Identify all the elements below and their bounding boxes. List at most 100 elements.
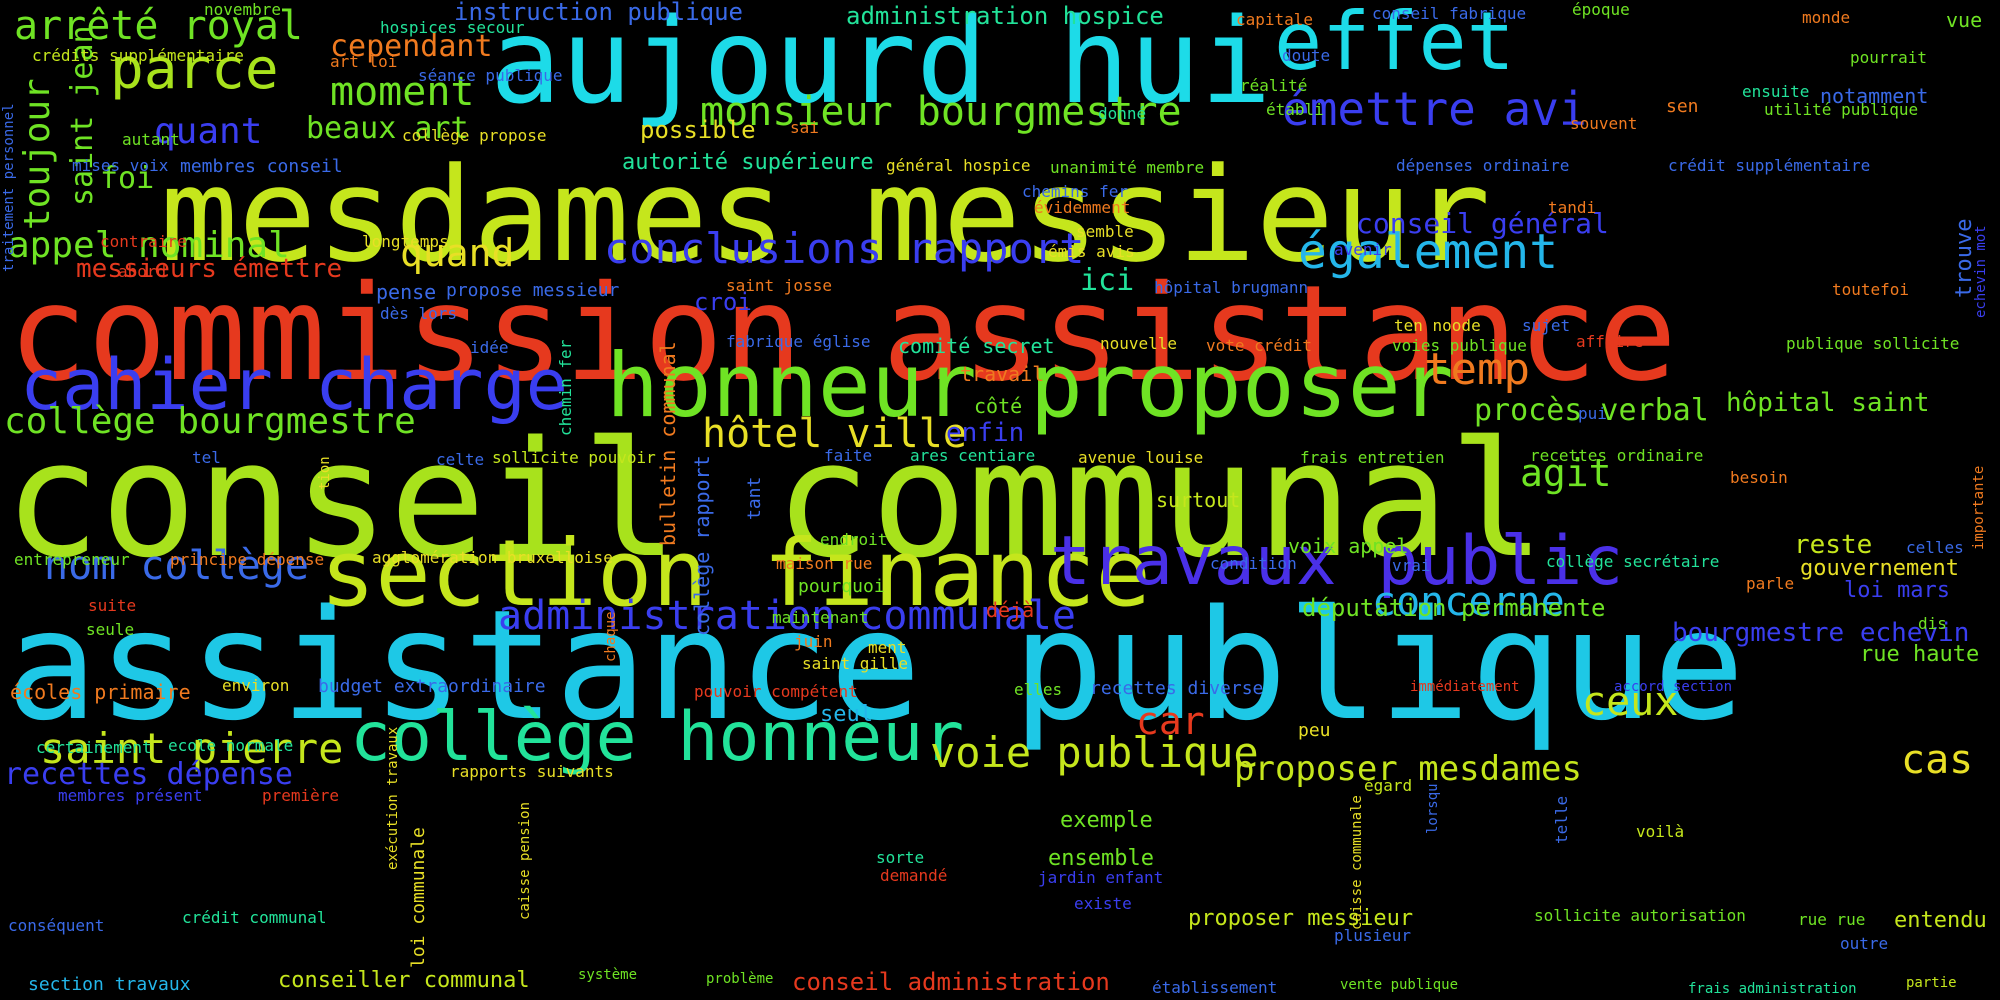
word-certainement: certainement	[36, 738, 152, 757]
word-vente-publique: vente publique	[1340, 977, 1459, 993]
word-ici: ici	[1080, 263, 1135, 298]
word-environ: environ	[222, 676, 290, 695]
word-college-secretaire: collège secrétaire	[1546, 552, 1720, 571]
word-hopital-saint: hôpital saint	[1726, 388, 1930, 418]
word-outre: outre	[1840, 934, 1889, 953]
word-autorite-superieure: autorité supérieure	[622, 150, 874, 175]
word-credit-communal: crédit communal	[182, 908, 327, 927]
word-maison-rue: maison rue	[776, 554, 873, 573]
word-vrai: vrai	[1392, 556, 1431, 575]
word-sollicite-pouvoir: sollicite pouvoir	[492, 448, 656, 467]
word-demande: demandé	[880, 866, 948, 885]
word-etabli: établi	[1266, 100, 1324, 119]
word-voie-publique: voie publique	[930, 728, 1259, 777]
word-plusieur: plusieur	[1334, 926, 1412, 945]
word-premiere: première	[262, 786, 340, 805]
word-bourgmestre-echevin: bourgmestre echevin	[1672, 618, 1970, 648]
word-ensemble: ensemble	[1048, 846, 1154, 871]
word-exemple: exemple	[1060, 808, 1153, 833]
word-partie: partie	[1906, 975, 1957, 991]
word-credits-supplementaire: crédits supplémentaire	[32, 46, 244, 65]
word-contraire: contraire	[100, 232, 187, 251]
word-cote: côté	[974, 394, 1023, 418]
word-endroit: endroit	[820, 530, 888, 549]
word-pourquoi: pourquoi	[798, 576, 885, 597]
word-appel-nominal: appel nominal	[8, 225, 290, 266]
word-egard: égard	[1364, 776, 1413, 795]
word-telle: telle	[1552, 795, 1571, 844]
word-tion: tion	[317, 456, 333, 490]
word-elles: elles	[1014, 680, 1063, 699]
word-celles: celles	[1906, 538, 1964, 557]
word-ment: ment	[868, 638, 907, 657]
word-voix-appel: voix appel	[1288, 534, 1409, 558]
word-entrepreneur: entrepreneur	[14, 550, 130, 569]
word-toujour-vertical: toujour	[17, 78, 58, 230]
word-honneur-proposer: honneur proposer	[606, 334, 1454, 437]
word-chaque: chaque	[603, 611, 619, 662]
word-affaire: affaire	[1576, 332, 1644, 351]
word-recettes-depense-display: recettes dépense	[4, 757, 293, 792]
word-concerne: concerne	[1372, 579, 1565, 625]
word-immediatement: immédiatement	[1410, 679, 1520, 695]
word-college-bourgmestre: collège bourgmestre	[4, 401, 416, 442]
word-travaux-public: travaux public	[1050, 522, 1624, 601]
word-des-lors: dès lors	[380, 304, 458, 323]
word-quant: quant	[154, 111, 263, 152]
word-enfin: enfin	[946, 418, 1025, 448]
word-mises-voix: mises voix	[72, 156, 169, 175]
word-chemins-fer: chemins fer	[1022, 182, 1128, 201]
word-accord-section: accord section	[1614, 679, 1733, 695]
word-abord: abord	[118, 262, 167, 281]
word-beaux-art: beaux art	[306, 111, 469, 146]
word-peu: peu	[1298, 720, 1331, 741]
word-sai: sai	[790, 118, 819, 137]
word-evidemment: évidemment	[1034, 198, 1131, 217]
word-membres-conseil: membres conseil	[180, 156, 343, 177]
word-arrete-royal: arrêté royal	[14, 3, 303, 49]
word-consequent: conséquent	[8, 916, 105, 935]
word-novembre: novembre	[204, 0, 282, 19]
word-principe-depense: principe dépense	[170, 550, 325, 569]
word-longtemps: longtemps	[362, 232, 449, 251]
word-credit-supplementaire: crédit supplémentaire	[1668, 156, 1871, 175]
word-art-loi: art loi	[330, 52, 398, 71]
word-voila: voilà	[1636, 822, 1685, 841]
word-publique-sollicite: publique sollicite	[1786, 334, 1960, 353]
word-capitale: capitale	[1236, 10, 1314, 29]
word-avenue-louise: avenue louise	[1078, 448, 1204, 467]
word-frais-administration: frais administration	[1688, 981, 1857, 997]
word-quand: quand	[400, 231, 515, 275]
word-conseil-communal: conseil communal	[4, 406, 1546, 593]
word-caisse-pension: caisse pension	[517, 801, 533, 920]
word-administration-communale: administration communale	[498, 593, 1076, 639]
word-parce: parce	[110, 37, 279, 102]
word-section-finance: section finance	[320, 520, 1151, 627]
word-budget-extraordinaire: budget extraordinaire	[318, 676, 546, 697]
word-administration-hospice: administration hospice	[846, 2, 1164, 30]
word-travail: travail	[960, 362, 1045, 386]
word-pouvoir-competent: pouvoir compétent	[694, 682, 858, 701]
word-pense: pense	[376, 280, 437, 304]
word-commission-assistance: commission assistance	[8, 257, 1677, 411]
word-seule: seule	[86, 620, 135, 639]
word-agit: agit	[1520, 451, 1612, 495]
word-hospices-secour: hospices secour	[380, 18, 525, 37]
word-maintenant: maintenant	[772, 608, 869, 627]
word-souvent: souvent	[1570, 114, 1638, 133]
word-pourrait: pourrait	[1850, 48, 1928, 67]
word-fabrique-eglise: fabrique église	[726, 332, 871, 351]
word-dis: dis	[1918, 614, 1947, 633]
word-doute: doute	[1282, 46, 1331, 65]
word-semble: semble	[1076, 222, 1134, 241]
word-ensuite: ensuite	[1742, 82, 1810, 101]
word-car: car	[1136, 699, 1205, 743]
word-reste: reste	[1794, 530, 1873, 560]
word-cas: cas	[1901, 737, 1974, 783]
word-effet: effet	[1274, 0, 1515, 88]
word-entendu: entendu	[1894, 908, 1987, 933]
word-conseil-general: conseil général	[1356, 207, 1609, 240]
word-cahier-charge: cahier charge	[20, 344, 568, 426]
word-juin: juin	[794, 632, 833, 651]
